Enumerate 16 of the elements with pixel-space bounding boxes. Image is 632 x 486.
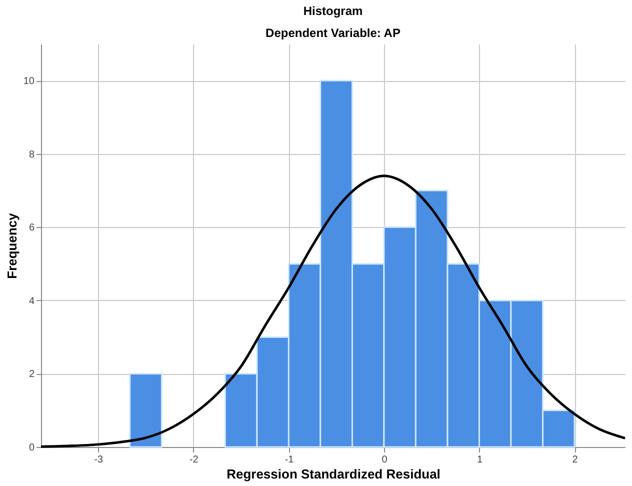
x-tick-label: 2: [572, 454, 578, 466]
y-tick-label: 8: [28, 149, 35, 160]
chart-subtitle: Dependent Variable: AP: [266, 26, 400, 40]
chart-title: Histogram: [303, 4, 363, 18]
y-tick-label: 6: [28, 222, 35, 234]
y-tick-label: 0: [28, 442, 35, 454]
y-axis-title: Frequency: [4, 212, 20, 279]
x-tick-label: 1: [476, 454, 483, 466]
y-tick-label: 2: [28, 369, 35, 380]
x-tick-label: -1: [284, 454, 294, 466]
x-tick-label: 0: [382, 454, 388, 466]
y-tick-label: 10: [23, 76, 35, 88]
x-tick-label: -3: [94, 454, 104, 466]
x-tick-label: -2: [189, 454, 199, 466]
y-tick-label: 4: [28, 296, 35, 307]
x-axis-title: Regression Standardized Residual: [226, 466, 440, 482]
